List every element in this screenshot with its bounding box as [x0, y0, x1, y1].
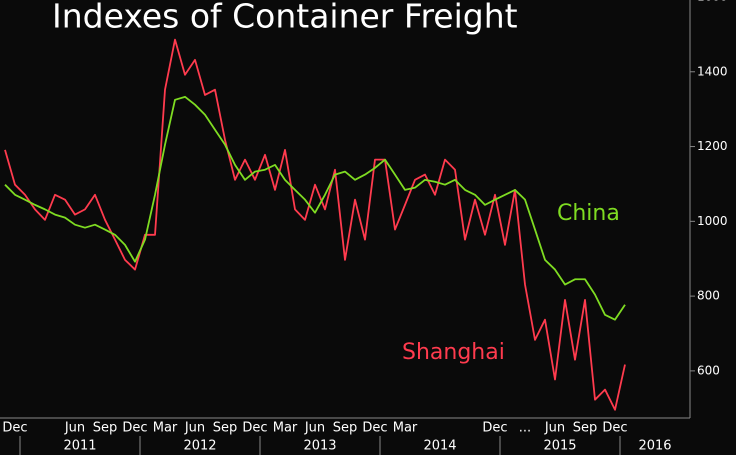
x-tick-label: Jun: [304, 421, 325, 436]
y-tick-label: 600: [697, 363, 720, 377]
y-tick-label: 1200: [697, 139, 728, 153]
x-tick-label: Dec: [242, 421, 267, 436]
year-label: 2015: [543, 439, 576, 454]
y-tick-label: 1400: [697, 64, 728, 78]
year-label: 2014: [423, 439, 456, 454]
x-tick-label: Jun: [64, 421, 85, 436]
year-label: 2011: [63, 439, 96, 454]
x-tick-label: Sep: [333, 421, 358, 436]
x-tick-label: Dec: [2, 421, 27, 436]
series-label: China: [557, 201, 620, 226]
y-tick-label: 800: [697, 289, 720, 303]
year-label: 2016: [638, 439, 671, 454]
y-tick-label: 1000: [697, 214, 728, 228]
x-tick-label: Sep: [213, 421, 238, 436]
x-tick-label: Mar: [393, 421, 418, 436]
line-series: [4, 95, 626, 321]
x-tick-label: Mar: [153, 421, 178, 436]
x-tick-label: Jun: [184, 421, 205, 436]
x-tick-label: Mar: [273, 421, 298, 436]
x-tick-label: Dec: [362, 421, 387, 436]
x-tick-label: Jun: [544, 421, 565, 436]
x-tick-label: Dec: [602, 421, 627, 436]
x-tick-label: Sep: [573, 421, 598, 436]
x-tick-label: Sep: [93, 421, 118, 436]
x-tick-label: ...: [519, 421, 531, 436]
x-tick-label: Dec: [122, 421, 147, 436]
series-label: Shanghai: [402, 340, 505, 365]
year-label: 2012: [183, 439, 216, 454]
chart-title: Indexes of Container Freight: [52, 0, 518, 36]
x-tick-label: Dec: [482, 421, 507, 436]
line-series: [4, 38, 626, 411]
y-tick-label: 1600: [697, 0, 728, 4]
year-label: 2013: [303, 439, 336, 454]
